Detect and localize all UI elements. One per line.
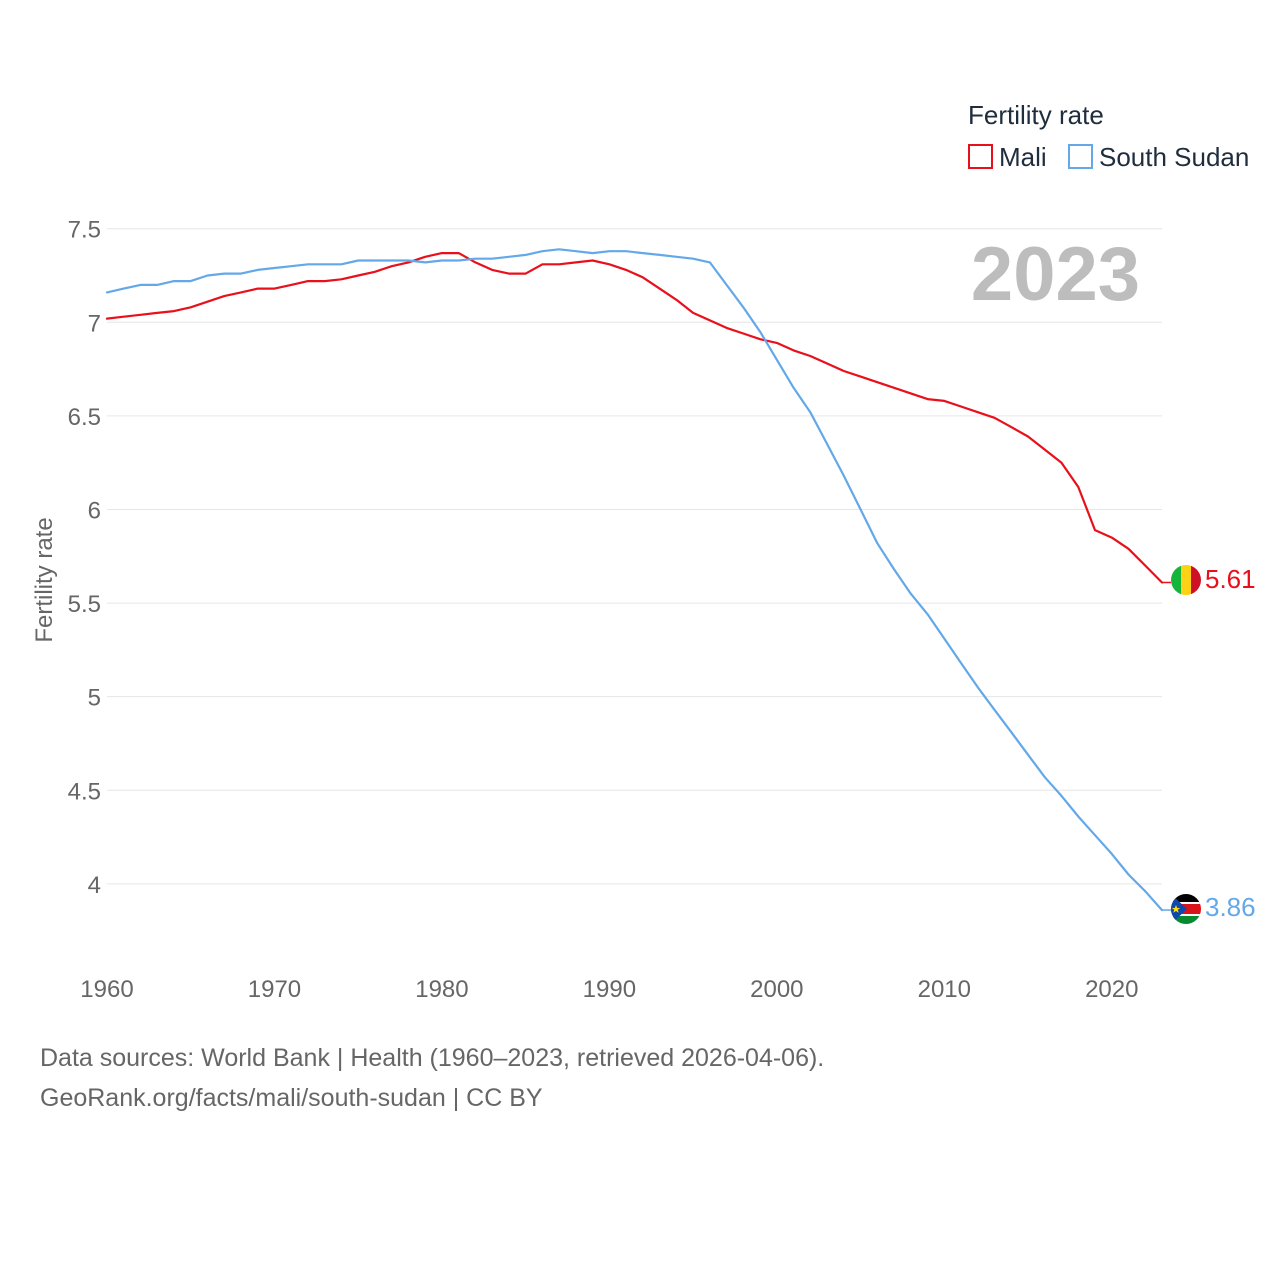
y-axis-ticks: 4 4.5 5 5.5 6 6.5 7 7.5	[68, 217, 101, 899]
year-label: 2023	[971, 232, 1140, 317]
x-tick-label: 1970	[248, 976, 301, 1003]
legend-swatch-south-sudan	[1068, 144, 1093, 169]
y-tick-label: 4.5	[68, 778, 101, 805]
x-tick-label: 2000	[750, 976, 803, 1003]
x-tick-label: 1990	[583, 976, 636, 1003]
y-tick-label: 7.5	[68, 217, 101, 244]
y-tick-label: 5.5	[68, 591, 101, 618]
x-tick-label: 1980	[415, 976, 468, 1003]
y-tick-label: 6.5	[68, 404, 101, 431]
legend[interactable]: Fertility rate Mali South Sudan	[968, 100, 1249, 172]
legend-title: Fertility rate	[968, 100, 1104, 130]
south-sudan-flag-icon	[1171, 894, 1201, 924]
gridlines	[107, 228, 1162, 885]
y-tick-label: 7	[88, 310, 101, 337]
x-tick-label: 1960	[80, 976, 133, 1003]
legend-swatch-mali	[968, 144, 993, 169]
y-tick-label: 5	[88, 685, 101, 712]
mali-flag-icon	[1171, 565, 1201, 595]
credit-link[interactable]: GeoRank.org/facts/mali/south-sudan | CC …	[40, 1084, 543, 1112]
x-axis-ticks: 1960 1970 1980 1990 2000 2010 2020	[80, 976, 1138, 1003]
legend-item-south-sudan[interactable]: South Sudan	[1068, 142, 1249, 172]
x-tick-label: 2020	[1085, 976, 1138, 1003]
series-lines	[105, 248, 1171, 912]
y-axis-label: Fertility rate	[31, 517, 58, 642]
legend-label-mali: Mali	[999, 142, 1047, 172]
legend-item-mali[interactable]: Mali	[968, 142, 1047, 172]
series-line-south-sudan[interactable]	[105, 248, 1164, 912]
end-label-mali: 5.61	[1205, 564, 1256, 594]
end-label-south-sudan: 3.86	[1205, 892, 1256, 922]
y-tick-label: 4	[88, 872, 101, 899]
series-line-mali[interactable]	[105, 252, 1164, 584]
y-tick-label: 6	[88, 497, 101, 524]
fertility-chart: 4 4.5 5 5.5 6 6.5 7 7.5 1960 1970 1980 1990 2000 201…	[31, 100, 1256, 1003]
data-source-note: Data sources: World Bank | Health (1960–…	[40, 1044, 825, 1072]
x-tick-label: 2010	[918, 976, 971, 1003]
legend-label-south-sudan: South Sudan	[1099, 142, 1249, 172]
